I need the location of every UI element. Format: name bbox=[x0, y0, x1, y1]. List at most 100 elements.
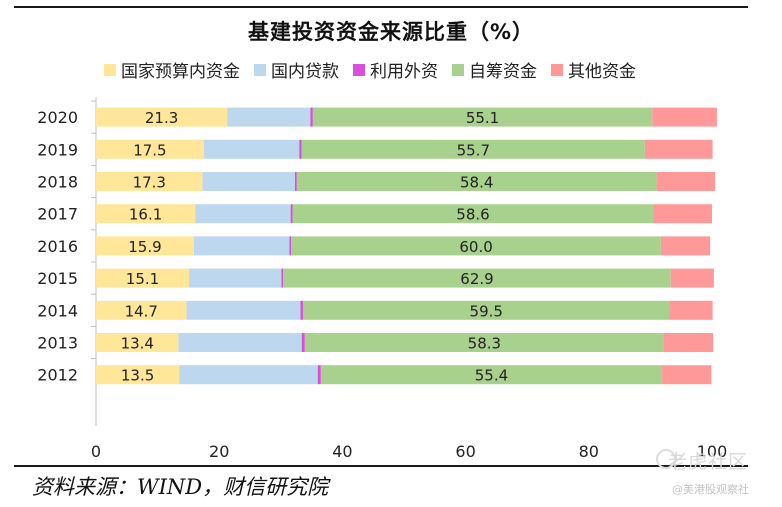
bar-segment bbox=[289, 236, 292, 256]
bar-segment bbox=[660, 236, 711, 256]
category-tick-label: 2018 bbox=[37, 173, 78, 192]
bar-segment bbox=[203, 139, 300, 159]
data-label: 62.9 bbox=[460, 270, 493, 288]
bar-segment bbox=[96, 236, 194, 256]
legend-item: 自筹资金 bbox=[452, 57, 537, 82]
source-note: 资料来源：WIND，财信研究院 bbox=[32, 475, 329, 499]
x-tick-label: 60 bbox=[455, 442, 475, 461]
bar-segment bbox=[179, 365, 318, 385]
category-tick-label: 2017 bbox=[37, 205, 78, 224]
bar-segment bbox=[302, 300, 670, 320]
legend-label: 自筹资金 bbox=[469, 62, 537, 82]
bar-segment bbox=[312, 107, 653, 127]
bar-segment bbox=[281, 268, 284, 288]
legend-label: 利用外资 bbox=[370, 62, 438, 82]
category-tick-label: 2015 bbox=[37, 269, 78, 288]
category-tick-label: 2019 bbox=[37, 140, 78, 159]
x-tick-label: 20 bbox=[209, 442, 229, 461]
bar-segment bbox=[644, 139, 713, 159]
bar-segment bbox=[96, 300, 187, 320]
top-rule bbox=[14, 6, 748, 8]
bar-segment bbox=[310, 107, 313, 127]
legend-label: 国内贷款 bbox=[271, 62, 339, 82]
bar-segment bbox=[304, 333, 664, 352]
bar-segment bbox=[195, 204, 291, 224]
legend-swatch bbox=[254, 63, 266, 76]
bar-segment bbox=[300, 300, 303, 320]
data-label: 16.1 bbox=[129, 206, 162, 224]
bar-segment bbox=[178, 333, 302, 352]
x-tick-label: 40 bbox=[332, 442, 352, 461]
x-tick-label: 0 bbox=[91, 442, 101, 461]
data-label: 13.4 bbox=[121, 335, 154, 353]
legend-label: 国家预算内资金 bbox=[121, 62, 240, 82]
bar-segment bbox=[96, 333, 179, 352]
data-label: 17.5 bbox=[133, 141, 166, 159]
bar-segment bbox=[96, 139, 204, 159]
data-label: 58.3 bbox=[468, 335, 501, 353]
bar-segment bbox=[669, 300, 713, 320]
legend-item: 利用外资 bbox=[353, 57, 438, 82]
x-tick-label: 80 bbox=[579, 442, 599, 461]
bar-segment bbox=[652, 107, 717, 127]
bar-segment bbox=[656, 172, 716, 191]
watermark-handle: @美港股观察社 bbox=[672, 483, 749, 496]
legend-swatch bbox=[104, 63, 116, 76]
bar-segment bbox=[670, 268, 714, 288]
data-label: 13.5 bbox=[121, 367, 154, 385]
bar-segment bbox=[202, 172, 295, 191]
bar-segment bbox=[294, 172, 297, 191]
bar-segment bbox=[291, 236, 661, 256]
category-tick-label: 2016 bbox=[37, 237, 78, 256]
category-tick-label: 2020 bbox=[37, 108, 78, 127]
bar-segment bbox=[662, 365, 712, 385]
data-label: 15.1 bbox=[126, 270, 159, 288]
legend-item: 国内贷款 bbox=[254, 57, 339, 82]
data-label: 15.9 bbox=[128, 238, 161, 256]
watermark-text: 老虎社区 bbox=[668, 451, 749, 473]
bar-segment bbox=[301, 333, 305, 352]
bar-segment bbox=[96, 107, 228, 127]
data-label: 60.0 bbox=[459, 238, 492, 256]
bar-segment bbox=[296, 172, 657, 191]
legend-swatch bbox=[452, 63, 464, 76]
legend-item: 国家预算内资金 bbox=[104, 57, 240, 82]
data-label: 17.3 bbox=[133, 174, 166, 192]
bar-segment bbox=[96, 204, 196, 224]
bar-segment bbox=[653, 204, 712, 224]
bar-segment bbox=[193, 236, 290, 256]
data-label: 21.3 bbox=[145, 109, 178, 127]
bar-segment bbox=[96, 268, 190, 288]
bar-segment bbox=[189, 268, 282, 288]
chart-legend: 国家预算内资金 国内贷款 利用外资 自筹资金 其他资金 bbox=[104, 57, 650, 82]
x-tick-label: 100 bbox=[697, 442, 728, 461]
bar-segment bbox=[663, 333, 714, 352]
legend-item: 其他资金 bbox=[551, 57, 636, 82]
bar-segment bbox=[290, 204, 293, 224]
data-label: 55.4 bbox=[475, 367, 508, 385]
legend-swatch bbox=[551, 63, 563, 76]
data-label: 55.1 bbox=[466, 109, 499, 127]
bar-segment bbox=[292, 204, 654, 224]
data-label: 55.7 bbox=[457, 141, 490, 159]
bar-segment bbox=[96, 172, 203, 191]
legend-label: 其他资金 bbox=[568, 62, 636, 82]
data-label: 59.5 bbox=[470, 302, 503, 320]
bar-segment bbox=[299, 139, 302, 159]
chart-title: 基建投资资金来源比重（%） bbox=[247, 20, 535, 44]
bar-segment bbox=[96, 365, 180, 385]
watermark-logo-icon bbox=[656, 449, 676, 469]
bar-segment bbox=[301, 139, 645, 159]
legend-swatch bbox=[353, 63, 365, 76]
bottom-rule bbox=[14, 465, 748, 467]
bar-segment bbox=[317, 365, 321, 385]
bar-segment bbox=[186, 300, 301, 320]
category-tick-label: 2013 bbox=[37, 334, 78, 353]
bar-segment bbox=[283, 268, 671, 288]
data-label: 58.6 bbox=[456, 206, 489, 224]
data-label: 58.4 bbox=[460, 174, 493, 192]
bar-segment bbox=[320, 365, 663, 385]
bar-segment bbox=[227, 107, 311, 127]
category-tick-label: 2014 bbox=[37, 301, 78, 320]
